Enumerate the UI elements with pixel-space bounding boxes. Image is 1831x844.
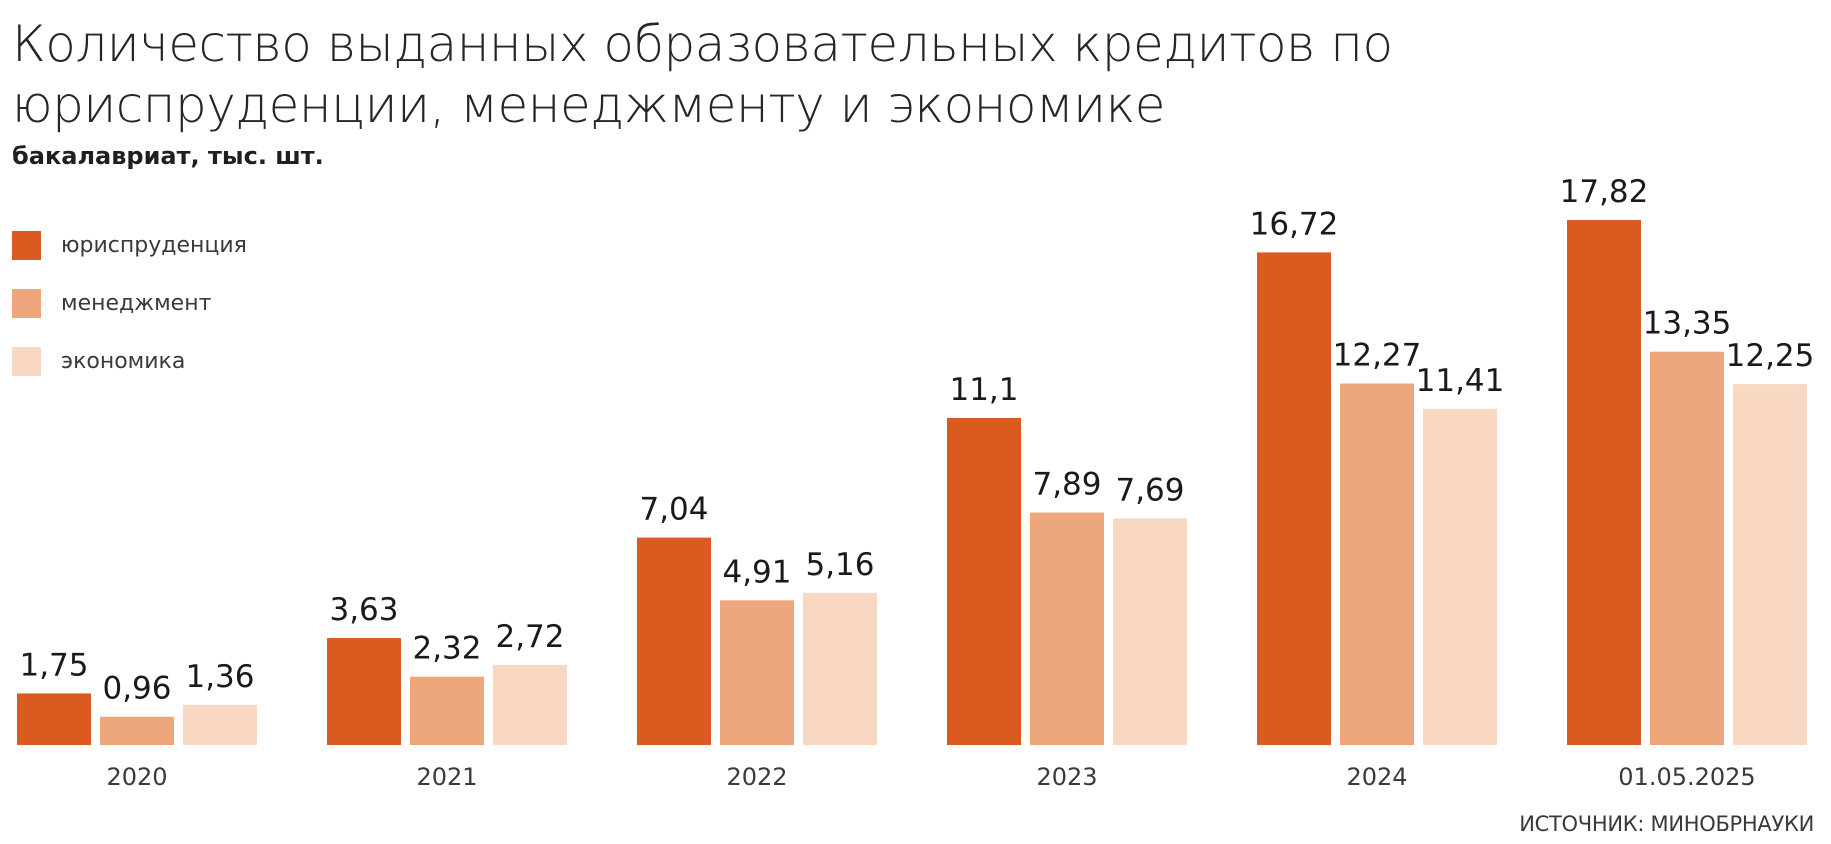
bar-management-2 bbox=[720, 600, 794, 745]
data-label-economics-5: 12,25 bbox=[1726, 338, 1815, 374]
bar-management-3 bbox=[1030, 512, 1104, 745]
chart-title: Количество выданных образовательных кред… bbox=[12, 15, 1393, 134]
data-label-management-4: 12,27 bbox=[1333, 338, 1422, 374]
data-label-management-5: 13,35 bbox=[1643, 306, 1732, 342]
data-label-law-1: 3,63 bbox=[329, 592, 398, 628]
data-label-economics-1: 2,72 bbox=[495, 619, 564, 655]
bar-law-3 bbox=[947, 417, 1021, 745]
legend-item-management: менеджмент bbox=[12, 288, 247, 318]
bar-management-5 bbox=[1650, 351, 1724, 745]
data-label-management-1: 2,32 bbox=[412, 631, 481, 667]
bar-economics-1 bbox=[493, 664, 567, 745]
legend: юриспруденция менеджмент экономика bbox=[12, 230, 247, 404]
data-label-law-5: 17,82 bbox=[1560, 174, 1649, 210]
data-label-management-3: 7,89 bbox=[1032, 467, 1101, 503]
bar-law-1 bbox=[327, 638, 401, 745]
x-tick-label-2: 2022 bbox=[726, 763, 787, 791]
legend-item-law: юриспруденция bbox=[12, 230, 247, 260]
bar-law-2 bbox=[637, 537, 711, 745]
bar-economics-5 bbox=[1733, 384, 1807, 745]
bar-economics-4 bbox=[1423, 408, 1497, 745]
bar-management-1 bbox=[410, 676, 484, 745]
x-tick-label-5: 01.05.2025 bbox=[1618, 763, 1755, 791]
legend-label-economics: экономика bbox=[61, 348, 186, 374]
data-label-law-0: 1,75 bbox=[19, 647, 88, 683]
legend-swatch-economics bbox=[12, 346, 41, 376]
legend-label-management: менеджмент bbox=[61, 290, 212, 316]
legend-swatch-law bbox=[12, 230, 41, 260]
legend-label-law: юриспруденция bbox=[61, 232, 247, 258]
data-label-management-2: 4,91 bbox=[722, 554, 791, 590]
bar-law-0 bbox=[17, 693, 91, 745]
legend-swatch-management bbox=[12, 288, 41, 318]
data-label-law-2: 7,04 bbox=[639, 492, 708, 528]
data-label-economics-4: 11,41 bbox=[1416, 363, 1505, 399]
x-tick-label-1: 2021 bbox=[416, 763, 477, 791]
legend-item-economics: экономика bbox=[12, 346, 247, 376]
bar-economics-3 bbox=[1113, 518, 1187, 745]
data-label-management-0: 0,96 bbox=[102, 671, 171, 707]
bar-law-4 bbox=[1257, 252, 1331, 745]
data-label-economics-3: 7,69 bbox=[1115, 472, 1184, 508]
bar-law-5 bbox=[1567, 220, 1641, 745]
data-label-economics-2: 5,16 bbox=[805, 547, 874, 583]
data-label-law-3: 11,1 bbox=[949, 372, 1018, 408]
bar-economics-2 bbox=[803, 592, 877, 745]
data-label-economics-0: 1,36 bbox=[185, 659, 254, 695]
x-tick-label-3: 2023 bbox=[1036, 763, 1097, 791]
bar-management-4 bbox=[1340, 383, 1414, 745]
bar-economics-0 bbox=[183, 704, 257, 745]
source-note: ИСТОЧНИК: МИНОБРНАУКИ bbox=[1519, 812, 1814, 836]
chart-subtitle: бакалавриат, тыс. шт. bbox=[12, 142, 324, 170]
x-tick-label-4: 2024 bbox=[1346, 763, 1407, 791]
bar-management-0 bbox=[100, 716, 174, 745]
data-label-law-4: 16,72 bbox=[1250, 206, 1339, 242]
x-tick-label-0: 2020 bbox=[106, 763, 167, 791]
